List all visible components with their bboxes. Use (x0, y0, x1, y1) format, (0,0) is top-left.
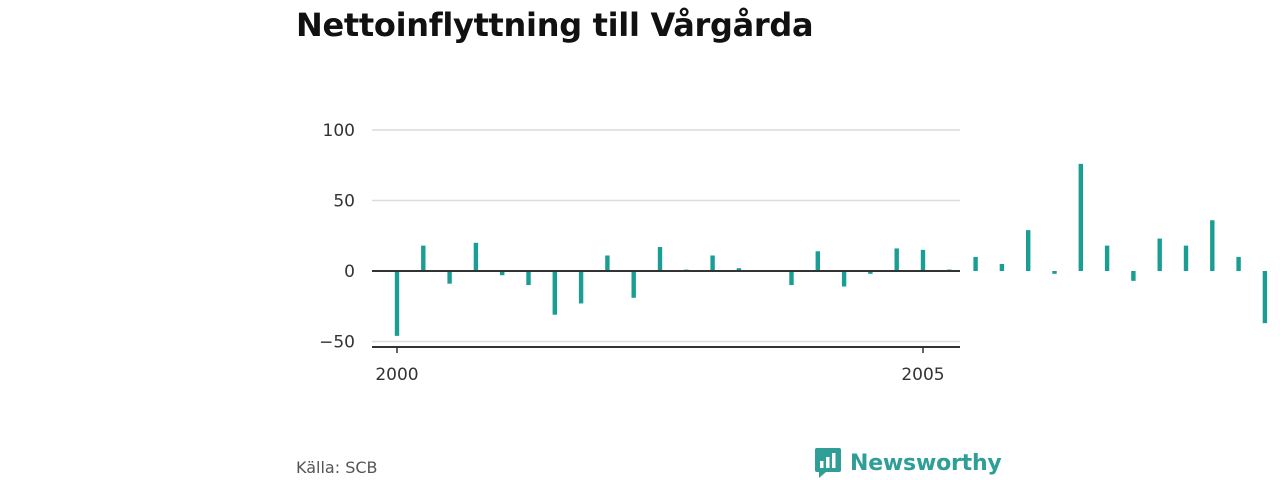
x-axis-tick-labels: 200020052010201520202025 (375, 365, 944, 385)
bar (999, 263, 1005, 271)
y-tick-label-2: 0 (344, 262, 355, 282)
bar (1183, 245, 1189, 271)
y-tick-label-3: −50 (319, 333, 355, 353)
bar (710, 255, 715, 271)
bar (1210, 220, 1215, 271)
bar (1236, 256, 1241, 271)
bar (394, 271, 400, 336)
bar (1104, 245, 1110, 271)
bar (868, 271, 873, 274)
bar (578, 271, 584, 304)
source-note: Källa: SCB (296, 458, 378, 477)
bar (841, 271, 847, 287)
bar (1052, 271, 1057, 274)
bar (526, 271, 531, 286)
bar (973, 256, 978, 271)
chart-title: Nettoinflyttning till Vårgårda (296, 6, 814, 44)
bar (1026, 230, 1031, 271)
bar (500, 271, 505, 276)
bar (789, 271, 794, 286)
bar (1078, 163, 1083, 271)
y-axis-tick-labels: 100 50 0 −50 (319, 121, 355, 353)
bar (894, 248, 899, 271)
x-tick-label-1: 2005 (901, 365, 944, 385)
axes (372, 270, 960, 353)
bar (473, 242, 479, 271)
bar (447, 271, 452, 284)
gridlines (372, 129, 960, 343)
bar (1131, 271, 1136, 281)
bar (631, 271, 636, 298)
bars (394, 163, 1268, 336)
brand-name: Newsworthy (850, 450, 1002, 476)
brand-logo[interactable]: Newsworthy (814, 446, 1002, 480)
bar (657, 247, 663, 271)
y-tick-label-0: 100 (323, 121, 355, 141)
bar (736, 268, 742, 271)
bar (920, 249, 926, 271)
bar (815, 251, 820, 271)
x-tick-label-0: 2000 (375, 365, 418, 385)
bar (552, 271, 557, 315)
newsworthy-logo-icon (815, 448, 841, 478)
y-tick-label-1: 50 (333, 192, 355, 212)
bar (1157, 238, 1162, 271)
bar (421, 245, 426, 271)
bar (605, 255, 610, 271)
bar (1262, 271, 1268, 324)
